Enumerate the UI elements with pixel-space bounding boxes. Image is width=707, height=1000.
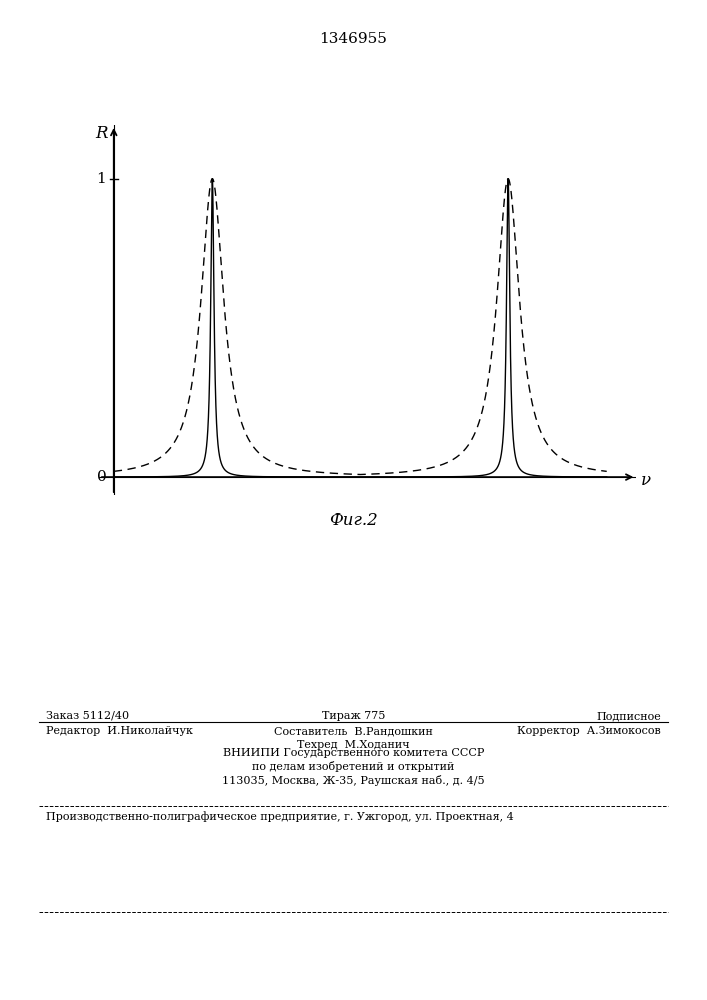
Text: ВНИИПИ Государственного комитета СССР: ВНИИПИ Государственного комитета СССР [223, 748, 484, 758]
Text: ν: ν [641, 472, 651, 489]
Text: Тираж 775: Тираж 775 [322, 711, 385, 721]
Text: 1: 1 [97, 172, 106, 186]
Text: 113035, Москва, Ж-35, Раушская наб., д. 4/5: 113035, Москва, Ж-35, Раушская наб., д. … [222, 776, 485, 786]
Text: Корректор  А.Зимокосов: Корректор А.Зимокосов [518, 726, 661, 736]
Text: Подписное: Подписное [596, 711, 661, 721]
Text: Редактор  И.Николайчук: Редактор И.Николайчук [46, 726, 193, 736]
Text: 1346955: 1346955 [320, 32, 387, 46]
Text: R: R [95, 125, 107, 142]
Text: Производственно-полиграфическое предприятие, г. Ужгород, ул. Проектная, 4: Производственно-полиграфическое предприя… [46, 811, 514, 822]
Text: Техред  М.Ходанич: Техред М.Ходанич [297, 740, 410, 750]
Text: по делам изобретений и открытий: по делам изобретений и открытий [252, 762, 455, 772]
Text: 0: 0 [97, 470, 106, 484]
Text: Фиг.2: Фиг.2 [329, 512, 378, 529]
Text: Составитель  В.Рандошкин: Составитель В.Рандошкин [274, 726, 433, 736]
Text: Заказ 5112/40: Заказ 5112/40 [46, 711, 129, 721]
